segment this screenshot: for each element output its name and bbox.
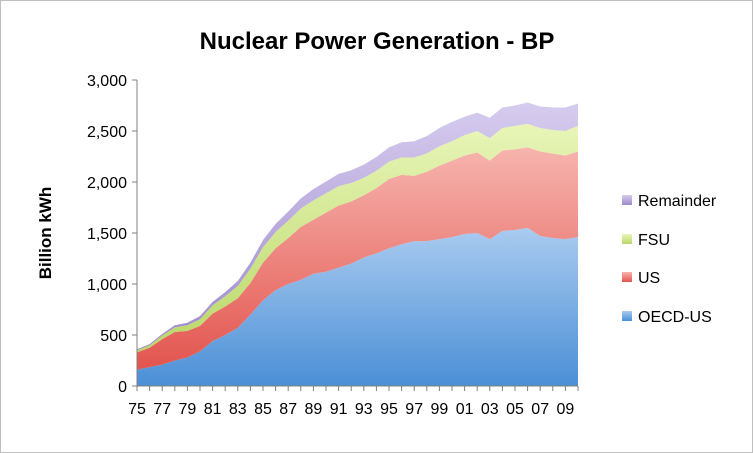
area-fsu: [137, 123, 578, 353]
x-tick-label: 85: [254, 401, 272, 418]
x-tick-label: 09: [557, 401, 575, 418]
x-tick-label: 91: [330, 401, 348, 418]
x-tick-label: 03: [481, 401, 499, 418]
x-tick-label: 75: [128, 401, 146, 418]
legend: Remainder FSU US OECD-US: [622, 193, 717, 326]
legend-swatch-remainder: [622, 195, 632, 205]
y-tick-label: 3,000: [87, 73, 127, 90]
y-axis-label: Billion kWh: [36, 187, 55, 280]
y-tick-label: 2,500: [87, 124, 127, 141]
x-tick-label: 05: [506, 401, 524, 418]
x-tick-label: 07: [531, 401, 549, 418]
x-tick-label: 89: [305, 401, 323, 418]
x-tick-label: 93: [355, 401, 373, 418]
x-tick-label: 97: [405, 401, 423, 418]
y-tick-label: 0: [118, 379, 127, 396]
x-tick-label: 87: [279, 401, 297, 418]
chart-title: Nuclear Power Generation - BP: [200, 28, 555, 55]
area-us: [137, 147, 578, 370]
legend-swatch-us: [622, 272, 632, 282]
y-tick-label: 1,500: [87, 226, 127, 243]
area-remainder: [137, 102, 578, 351]
y-tick-label: 2,000: [87, 175, 127, 192]
x-tick-label: 99: [431, 401, 449, 418]
x-tick-label: 83: [229, 401, 247, 418]
y-tick-label: 500: [100, 328, 127, 345]
legend-label-fsu: FSU: [638, 232, 670, 249]
x-tick-label: 81: [204, 401, 222, 418]
area-series-group: [137, 102, 578, 386]
y-tick-label: 1,000: [87, 277, 127, 294]
legend-label-remainder: Remainder: [638, 193, 717, 210]
legend-swatch-fsu: [622, 234, 632, 244]
legend-label-us: US: [638, 270, 660, 287]
legend-swatch-oecd-us: [622, 311, 632, 321]
x-tick-label: 77: [153, 401, 171, 418]
area-oecd-us: [137, 227, 578, 386]
legend-label-oecd-us: OECD-US: [638, 309, 712, 326]
x-tick-label: 95: [380, 401, 398, 418]
axes-group: 0 500 1,000 1,500 2,000 2,500 3,000 75 77 79 81 83 8…: [87, 73, 579, 418]
x-tick-label: 79: [179, 401, 197, 418]
x-tick-label: 01: [456, 401, 474, 418]
